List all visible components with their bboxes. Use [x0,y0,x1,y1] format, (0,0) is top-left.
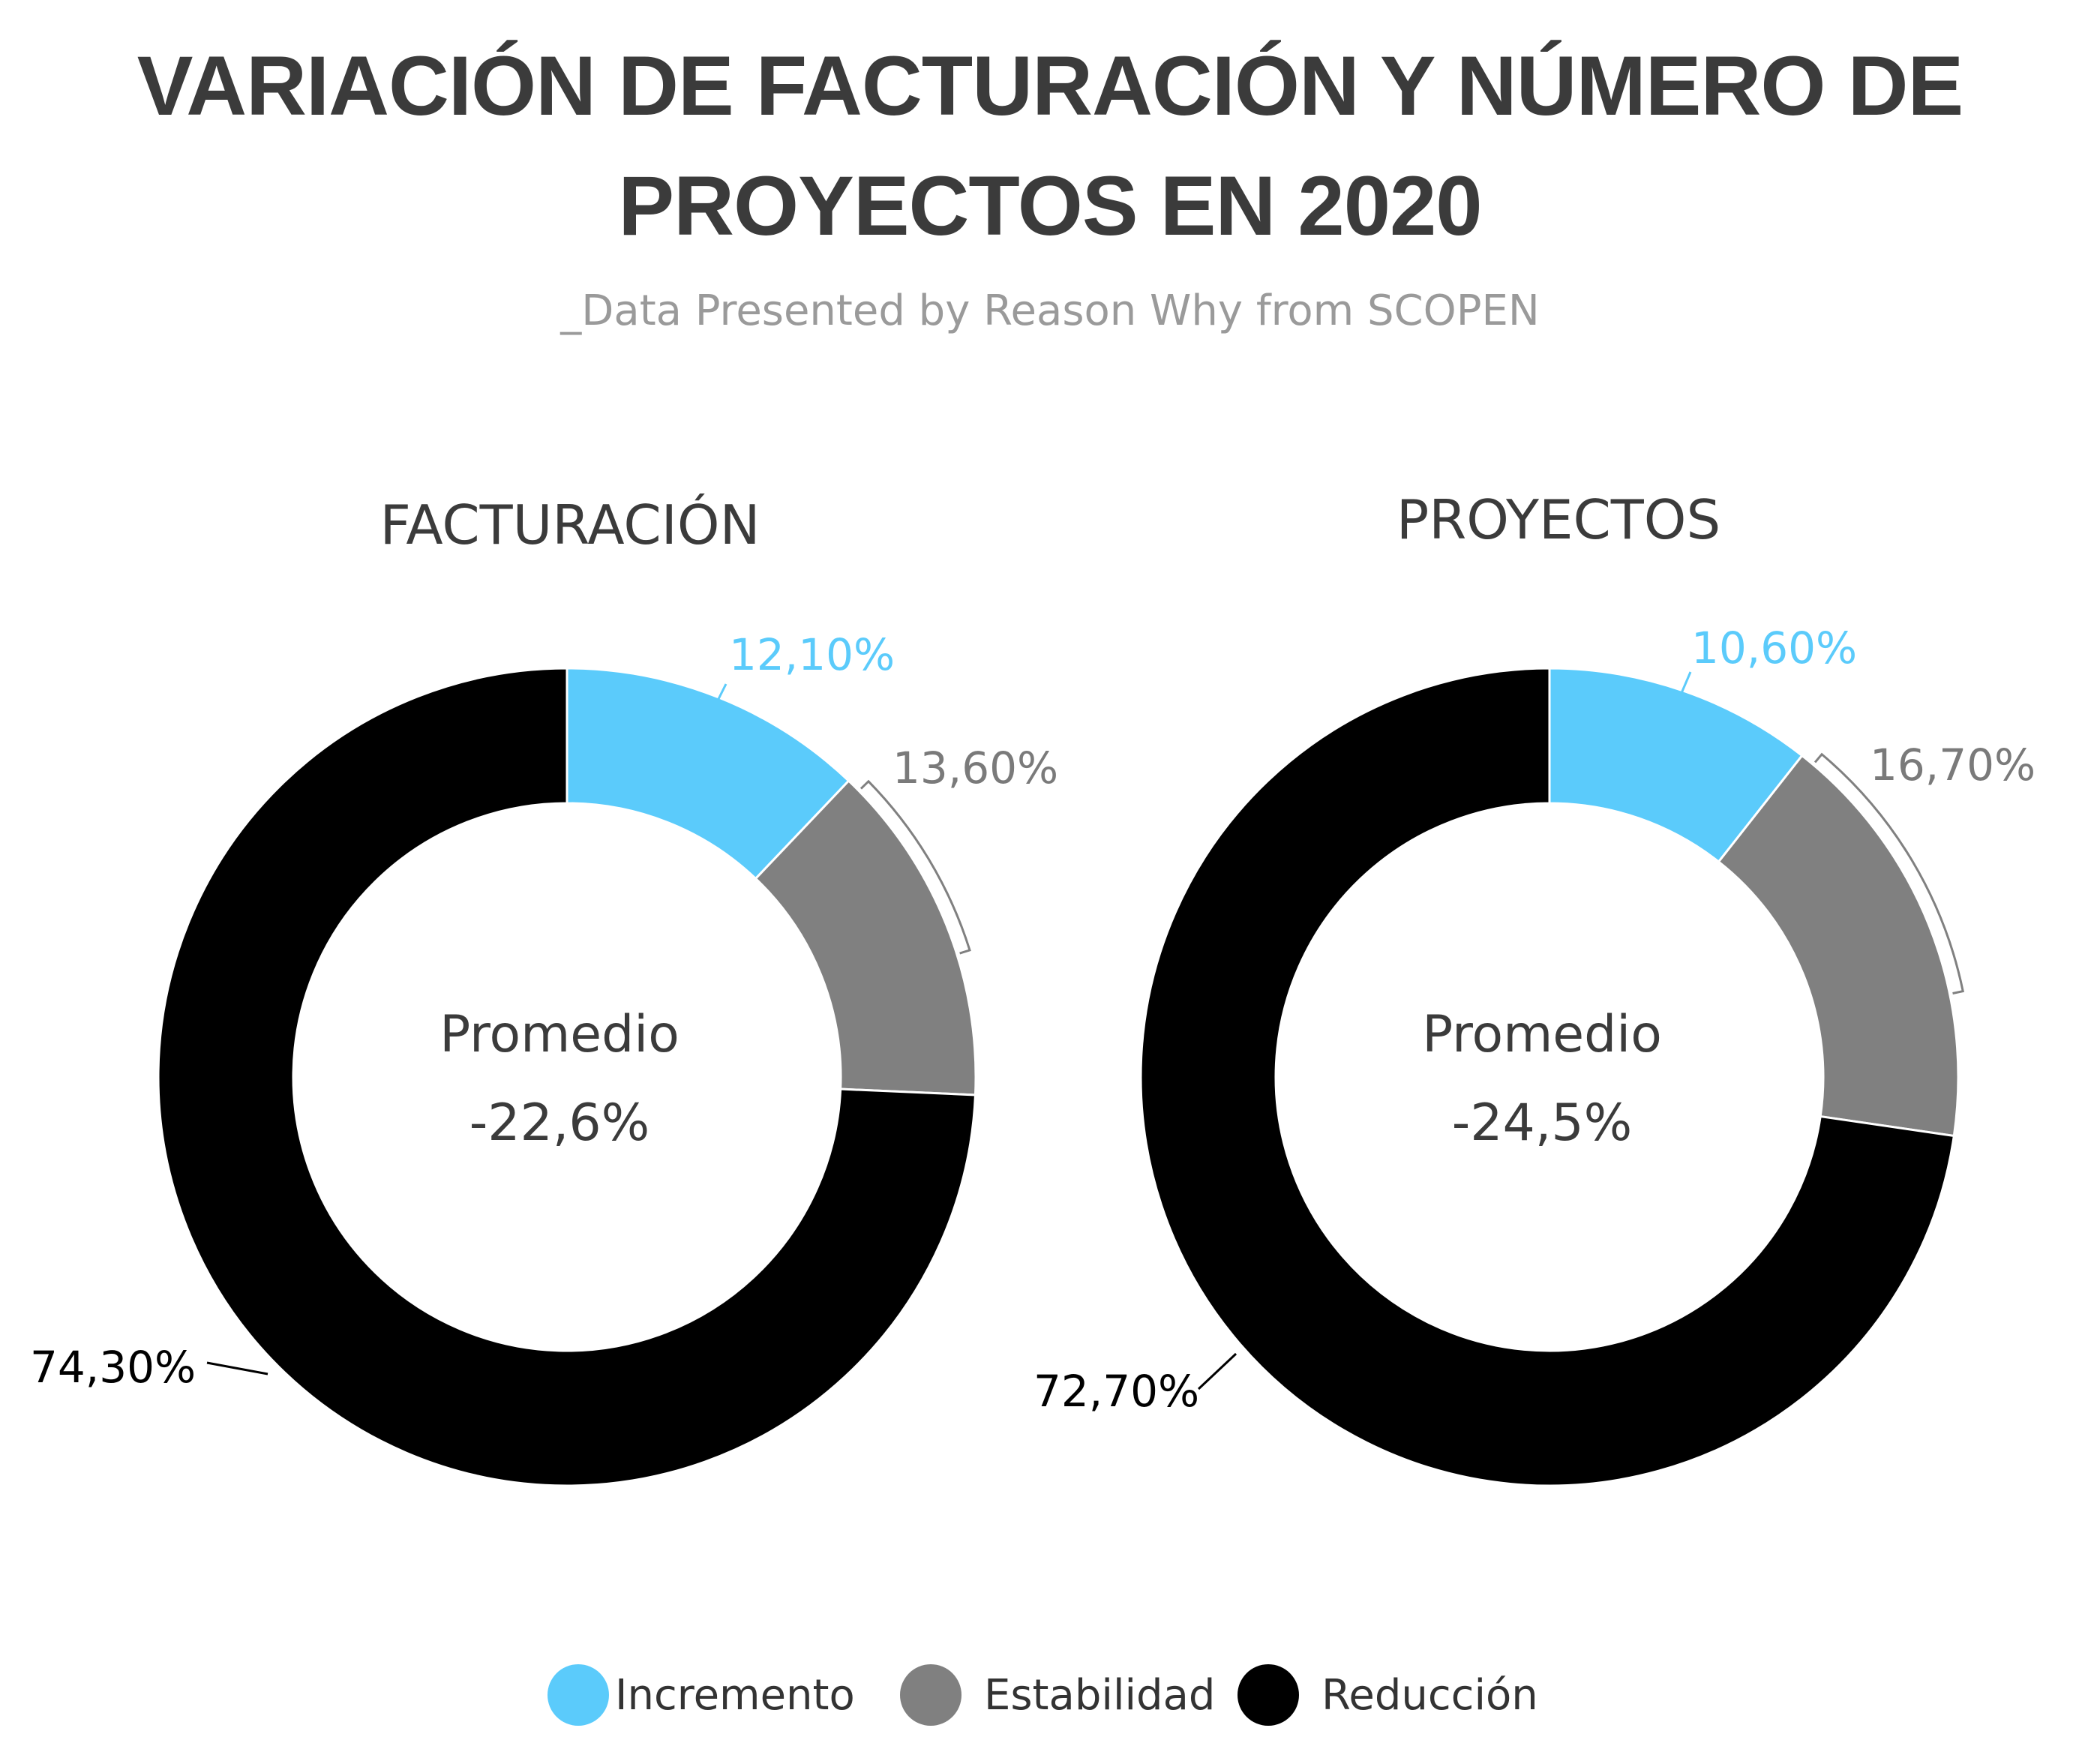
chart-heading: PROYECTOS [1396,488,1720,551]
leader-line [206,1361,268,1376]
data-label-estabilidad: 16,70% [1870,740,2036,790]
center-value: -24,5% [1452,1094,1633,1153]
label-bracket [860,779,971,955]
legend-label-reduccion: Reducción [1322,1670,1538,1720]
label-bracket [1814,752,1965,994]
center-label: Promedio [440,1005,680,1064]
legend-swatch-reduccion [1238,1664,1299,1726]
legend-swatch-incremento [548,1664,609,1726]
legend-swatch-estabilidad [900,1664,962,1726]
center-value: -22,6% [470,1094,650,1153]
legend-label-estabilidad: Estabilidad [984,1670,1216,1720]
slice-reduccion [157,667,977,1487]
donut-chart-facturacion: 12,10% 13,60% 74,30% FACTURACIÓN Promedio -22… [30,494,1058,1487]
legend-label-incremento: Incremento [615,1670,855,1720]
legend: Incremento Estabilidad Reducción [0,1650,2100,1740]
chart-title-line2: PROYECTOS EN 2020 [618,159,1482,253]
leader-line [716,683,728,703]
chart-title-line1: VARIACIÓN DE FACTURACIÓN Y NÚMERO DE [136,39,1964,133]
data-label-reduccion: 72,70% [1034,1366,1199,1417]
donut-chart-proyectos: 10,60% 16,70% 72,70% PROYECTOS Promedio -24,5… [1034,488,2036,1487]
chart-heading: FACTURACIÓN [380,494,760,556]
leader-line [1197,1352,1238,1390]
leader-line [1680,671,1692,694]
chart-subtitle: _Data Presented by Reason Why from SCOPE… [560,286,1540,335]
data-label-incremento: 10,60% [1691,622,1857,674]
data-label-reduccion: 74,30% [30,1342,196,1393]
center-label: Promedio [1422,1005,1662,1064]
data-label-incremento: 12,10% [729,629,895,680]
legend-item-incremento: Incremento [548,1650,855,1740]
legend-item-reduccion: Reducción [1238,1650,1538,1740]
slice-reduccion [1139,667,1956,1487]
legend-item-estabilidad: Estabilidad [900,1650,1215,1740]
data-label-estabilidad: 13,60% [892,742,1058,794]
slice-estabilidad [1717,754,1960,1138]
